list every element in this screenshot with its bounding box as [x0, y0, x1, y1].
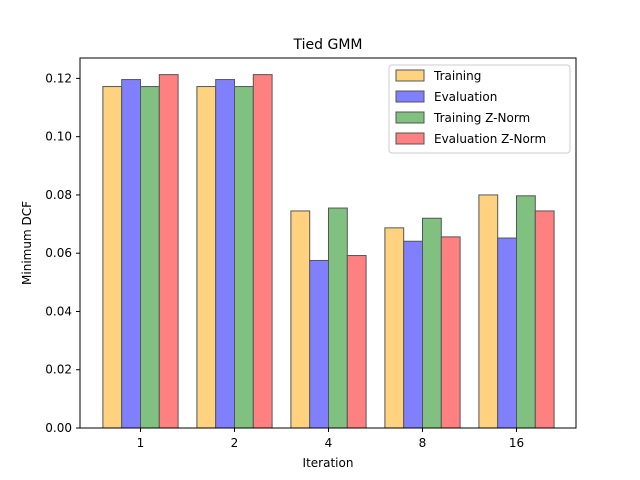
y-tick-label: 0.00: [45, 421, 72, 435]
legend-swatch: [395, 69, 425, 82]
legend-swatch: [395, 132, 425, 145]
bar-training-z-norm-1: [140, 86, 160, 429]
y-tick-label: 0.08: [45, 188, 72, 202]
x-tick-label: 16: [509, 436, 524, 450]
x-tick-label: 4: [325, 436, 333, 450]
bar-training-16: [478, 194, 499, 429]
legend-label: Evaluation: [434, 90, 497, 104]
bar-evaluation-4: [309, 259, 330, 429]
x-tick-label: 2: [231, 436, 239, 450]
bar-training-z-norm-16: [516, 195, 536, 429]
bar-training-z-norm-2: [234, 86, 254, 429]
legend-swatch: [395, 90, 425, 103]
x-tick-label: 8: [419, 436, 427, 450]
x-axis-label: Iteration: [303, 456, 354, 470]
y-axis-ticks: 0.00 0.02 0.04 0.06 0.08 0.10 0.12: [45, 71, 80, 435]
legend-label: Evaluation Z-Norm: [434, 132, 546, 146]
bar-evaluation-z-norm-16: [534, 210, 555, 429]
bar-evaluation-z-norm-2: [252, 74, 273, 429]
legend-swatch: [395, 111, 425, 124]
legend-box: [388, 64, 571, 154]
bar-evaluation-1: [121, 79, 141, 429]
bar-evaluation-z-norm-4: [346, 255, 367, 429]
bar-evaluation-z-norm-8: [440, 236, 461, 429]
bar-training-4: [290, 210, 311, 429]
bar-evaluation-z-norm-1: [158, 74, 179, 429]
y-axis-label: Minimum DCF: [20, 201, 34, 285]
legend: Training Evaluation Training Z-Norm Evaluat…: [388, 64, 571, 154]
bar-evaluation-8: [403, 240, 424, 429]
bar-evaluation-16: [497, 237, 518, 429]
y-tick-label: 0.10: [45, 130, 72, 144]
y-tick-label: 0.12: [45, 71, 72, 85]
bar-training-1: [102, 86, 123, 429]
legend-label: Training Z-Norm: [433, 111, 530, 125]
bar-training-8: [384, 227, 405, 429]
x-axis-ticks: 1 2 4 8 16: [137, 428, 524, 450]
bars-group: [102, 74, 555, 429]
y-tick-label: 0.02: [45, 363, 72, 377]
legend-label: Training: [433, 69, 481, 83]
bar-training-z-norm-4: [328, 207, 348, 429]
bar-training-2: [196, 86, 217, 429]
chart-title: Tied GMM: [293, 37, 363, 53]
bar-training-z-norm-8: [422, 217, 442, 429]
x-tick-label: 1: [137, 436, 145, 450]
y-tick-label: 0.06: [45, 246, 72, 260]
bar-evaluation-2: [215, 79, 235, 429]
y-tick-label: 0.04: [45, 304, 72, 318]
